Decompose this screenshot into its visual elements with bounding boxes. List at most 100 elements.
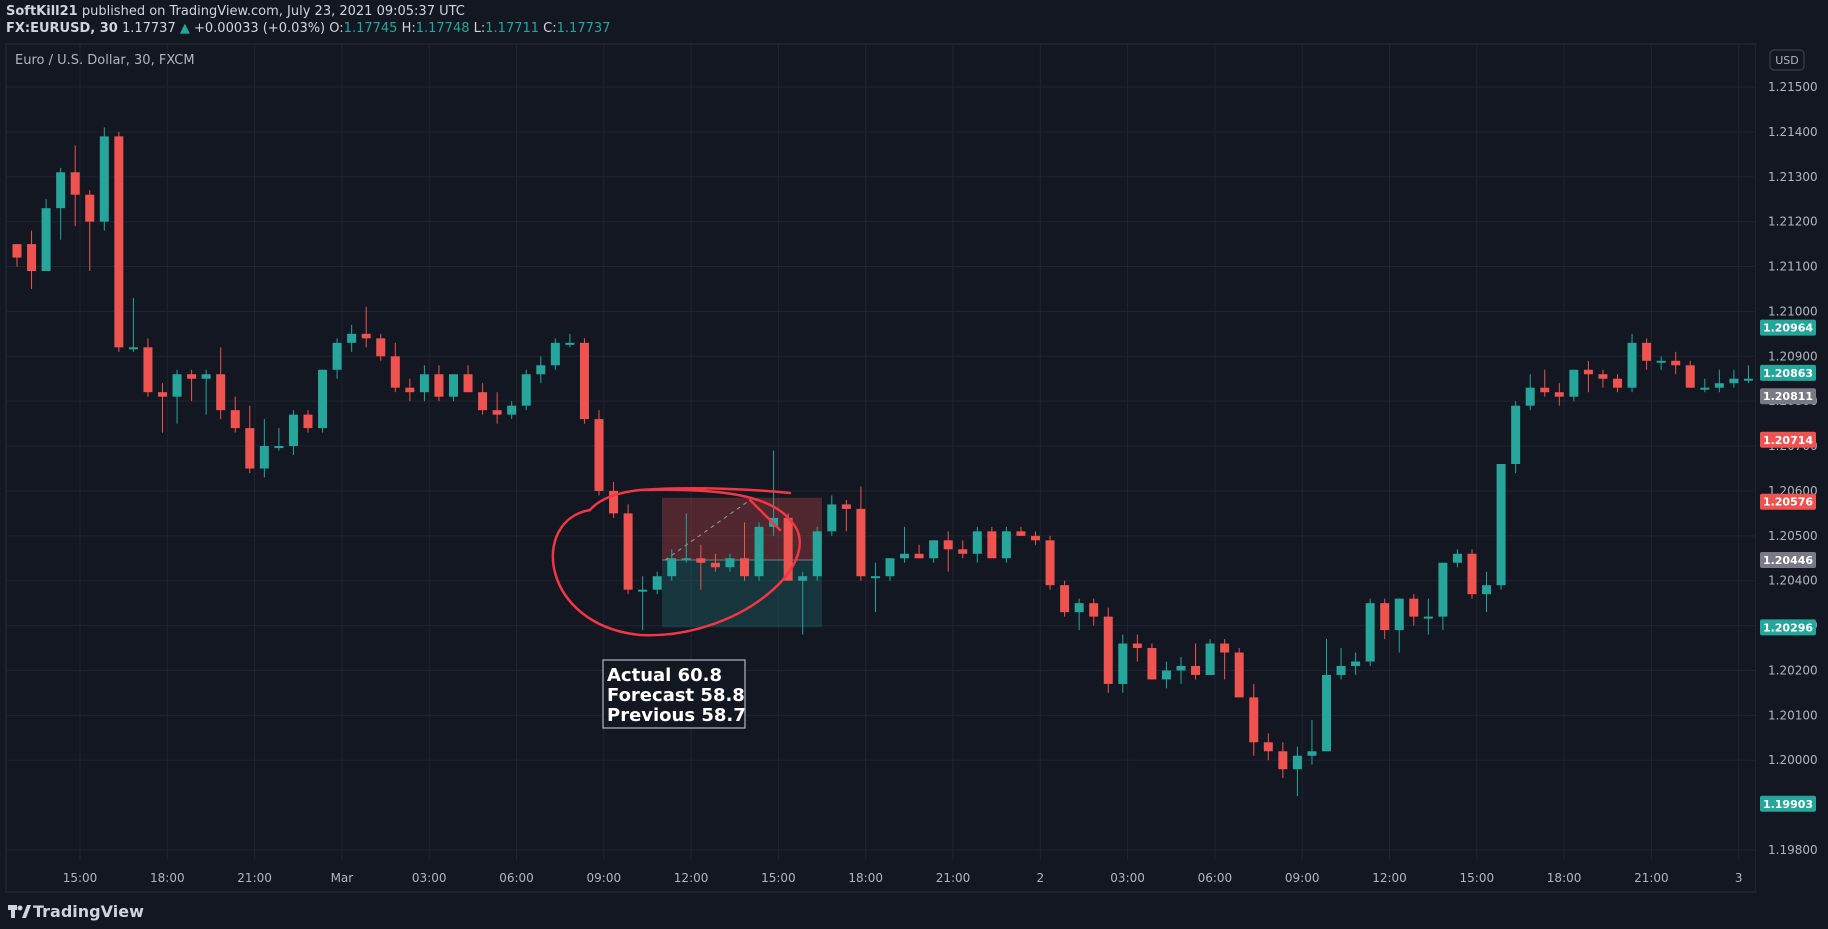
forecast-note-line: Forecast 58.8	[607, 685, 745, 706]
candle	[1103, 607, 1113, 693]
candle	[1001, 526, 1011, 563]
symbol-label: FX:EURUSD, 30	[6, 21, 118, 36]
x-tick-label: 2	[1036, 871, 1044, 885]
price-axis[interactable]: 1.198001.200001.201001.202001.203001.204…	[1756, 44, 1828, 892]
candle	[201, 369, 211, 415]
candle	[1452, 549, 1462, 568]
y-tick-label: 1.20500	[1768, 529, 1818, 543]
y-tick-label: 1.20900	[1768, 349, 1818, 363]
candle	[230, 396, 240, 433]
forecast-note-line: Previous 58.7	[607, 705, 746, 726]
candle	[1743, 365, 1753, 384]
candle	[623, 504, 633, 595]
candle	[41, 199, 51, 272]
candle	[667, 549, 677, 581]
candle	[1409, 594, 1419, 626]
candle	[696, 544, 706, 590]
candle	[1045, 535, 1055, 590]
price-label: 1.20714	[1760, 431, 1816, 448]
y-tick-label: 1.21000	[1768, 304, 1818, 318]
tradingview-logo[interactable]: TradingView	[8, 902, 144, 921]
candle	[1380, 598, 1390, 640]
currency-badge[interactable]: USD	[1769, 49, 1805, 71]
tradingview-logo-icon	[8, 905, 31, 918]
candle	[798, 571, 808, 635]
highlight-stroke	[748, 498, 782, 532]
candle	[812, 526, 822, 581]
candle	[1613, 374, 1622, 393]
candle	[740, 522, 749, 581]
candle	[143, 338, 153, 397]
x-tick-label: 09:00	[1285, 871, 1320, 885]
candle	[943, 531, 953, 572]
candle	[710, 553, 720, 572]
last-price: 1.17737	[121, 21, 176, 36]
high-label: H:	[401, 21, 416, 36]
candle	[259, 419, 269, 478]
candle	[1147, 643, 1157, 680]
candle	[492, 392, 502, 424]
candle	[1627, 333, 1637, 393]
candle	[1598, 369, 1608, 388]
price-label: 1.20576	[1760, 493, 1816, 510]
candle	[521, 369, 531, 411]
x-tick-label: 15:00	[63, 871, 98, 885]
price-label: 1.20446	[1760, 552, 1816, 569]
candle	[841, 499, 851, 532]
candle	[1307, 719, 1317, 765]
candle	[1118, 634, 1128, 693]
x-tick-label: 15:00	[1460, 871, 1495, 885]
change-value: +0.00033 (+0.03%)	[194, 21, 326, 36]
low-label: L:	[473, 21, 486, 36]
price-label: 1.19903	[1760, 795, 1816, 812]
published-text: published on TradingView.com, July 23, 2…	[81, 4, 465, 19]
price-axis-bg	[1756, 44, 1828, 892]
candle	[827, 495, 837, 536]
candle	[85, 190, 95, 272]
candle	[1336, 648, 1346, 680]
candle	[1292, 746, 1302, 797]
candle	[1671, 351, 1681, 375]
candle	[1191, 643, 1201, 680]
candle	[405, 378, 415, 402]
candle	[609, 481, 619, 518]
x-tick-label: 06:00	[499, 871, 534, 885]
candle	[1176, 657, 1186, 684]
candle	[27, 230, 37, 289]
candle	[972, 526, 982, 563]
candle	[1365, 598, 1375, 666]
y-tick-label: 1.20200	[1768, 663, 1818, 677]
candle	[1394, 598, 1404, 653]
candle	[303, 410, 313, 433]
candle	[376, 333, 386, 361]
x-tick-label: 21:00	[237, 871, 272, 885]
y-tick-label: 1.21100	[1768, 260, 1818, 274]
candle	[1583, 360, 1593, 393]
price-label: 1.20964	[1760, 319, 1816, 336]
candle	[172, 369, 182, 424]
candle	[783, 513, 793, 581]
open-value: 1.17745	[343, 21, 398, 36]
publisher-name[interactable]: SoftKill21	[6, 4, 78, 19]
candle	[1525, 374, 1535, 411]
candle	[12, 244, 22, 267]
tradingview-logo-text: TradingView	[33, 902, 144, 921]
svg-text:1.20811: 1.20811	[1763, 390, 1813, 403]
candle	[536, 356, 546, 384]
candle	[390, 342, 400, 393]
time-axis[interactable]: 15:00 18:00 21:00 Mar 03:00 06:00 09:00 12:00 15…	[63, 871, 1743, 885]
svg-text:1.20714: 1.20714	[1763, 434, 1813, 447]
candle	[1263, 733, 1273, 761]
x-tick-label: 21:00	[1634, 871, 1669, 885]
x-tick-label: 3	[1735, 871, 1743, 885]
candle	[449, 374, 458, 402]
trend-dash	[664, 499, 751, 561]
candle	[987, 526, 997, 559]
candle	[914, 544, 924, 559]
candle	[550, 338, 560, 370]
candle	[1234, 648, 1244, 698]
candle	[1467, 549, 1477, 599]
